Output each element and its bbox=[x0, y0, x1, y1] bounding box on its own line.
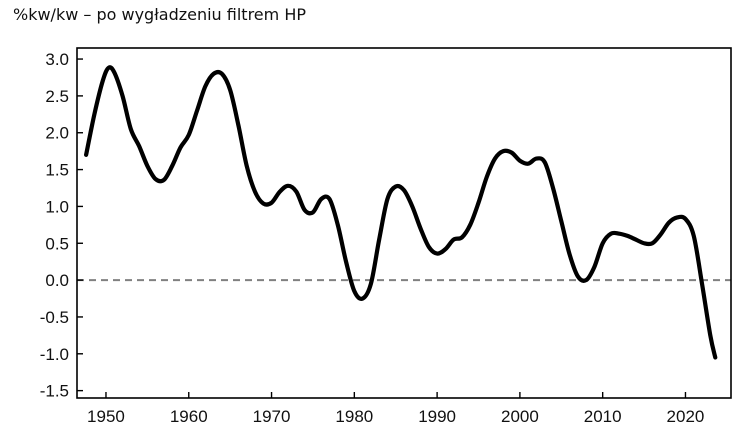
x-tick-label: 2000 bbox=[501, 407, 539, 426]
x-axis-labels: 1950 1960 1970 1980 1990 2000 2010 2020 bbox=[87, 407, 704, 426]
x-tick-label: 1990 bbox=[418, 407, 456, 426]
x-tick-label: 2020 bbox=[667, 407, 705, 426]
x-tick-label: 1950 bbox=[87, 407, 125, 426]
axis-ticks bbox=[77, 58, 687, 398]
y-tick-label: -1.0 bbox=[40, 345, 69, 364]
y-axis-labels: 3.0 2.5 2.0 1.5 1.0 0.5 0.0 -0.5 -1.0 -1.5 bbox=[40, 50, 69, 401]
x-tick-label: 1970 bbox=[253, 407, 291, 426]
y-tick-label: -1.5 bbox=[40, 382, 69, 401]
y-tick-label: -0.5 bbox=[40, 308, 69, 327]
y-axis-unit-label: %kw/kw – po wygładzeniu filtrem HP bbox=[13, 5, 306, 24]
x-tick-label: 1980 bbox=[335, 407, 373, 426]
y-tick-label: 2.0 bbox=[45, 124, 69, 143]
y-tick-label: 2.5 bbox=[45, 87, 69, 106]
x-tick-label: 2010 bbox=[584, 407, 622, 426]
plot-area-frame bbox=[76, 47, 732, 399]
y-tick-label: 0.0 bbox=[45, 271, 69, 290]
hp-trend-series-line bbox=[84, 65, 718, 360]
y-tick-label: 1.5 bbox=[45, 161, 69, 180]
y-tick-label: 1.0 bbox=[45, 197, 69, 216]
x-tick-label: 1960 bbox=[170, 407, 208, 426]
y-tick-label: 0.5 bbox=[45, 234, 69, 253]
y-tick-label: 3.0 bbox=[45, 50, 69, 69]
